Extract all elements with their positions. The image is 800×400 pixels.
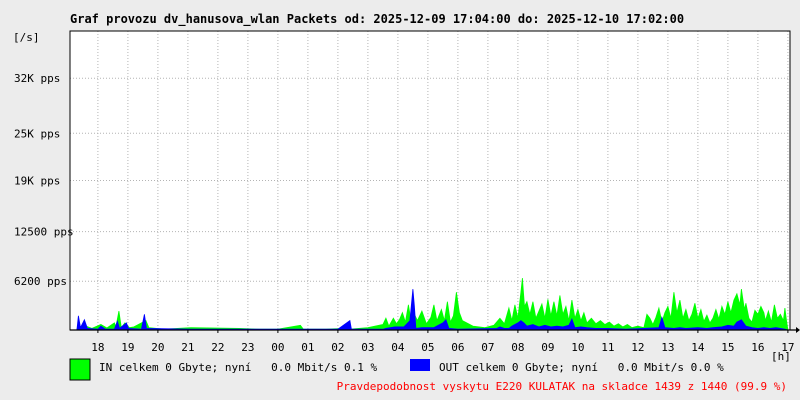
- x-tick-label: 15: [721, 341, 734, 354]
- x-tick-label: 09: [541, 341, 554, 354]
- x-tick-label: 19: [121, 341, 134, 354]
- x-tick-label: 16: [751, 341, 764, 354]
- x-axis-arrow: [796, 327, 800, 333]
- series-out-area: [76, 289, 789, 331]
- plot-frame: [69, 30, 800, 333]
- y-tick-labels: 6200 pps 12500 pps 19K pps 25K pps 32K pps: [14, 72, 74, 288]
- x-tick-label: 02: [331, 341, 344, 354]
- x-tick-label: 06: [451, 341, 464, 354]
- x-tick-label: 07: [481, 341, 494, 354]
- x-tick-label: 18: [91, 341, 104, 354]
- x-tick-label: 04: [391, 341, 405, 354]
- x-tick-label: 23: [241, 341, 254, 354]
- x-tick-label: 10: [571, 341, 584, 354]
- x-tick-labels: 18 19 20 21 22 23 00 01 02 03 04 05 06 07 08 09 10 11 12 13…: [91, 341, 794, 354]
- x-tick-label: 00: [271, 341, 284, 354]
- x-tick-label: 05: [421, 341, 434, 354]
- legend-out-swatch: [410, 359, 430, 371]
- x-tick-label: 14: [691, 341, 705, 354]
- legend-in-swatch: [69, 358, 91, 381]
- x-tick-label: 21: [181, 341, 194, 354]
- x-tick-label: 11: [601, 341, 614, 354]
- grid-lines: [70, 31, 790, 333]
- x-tick-label: 01: [301, 341, 314, 354]
- x-tick-label: 03: [361, 341, 374, 354]
- legend-in-text: IN celkem 0 Gbyte; nyní 0.0 Mbit/s 0.1 %: [99, 361, 378, 374]
- x-tick-label: 20: [151, 341, 164, 354]
- y-tick-label: 12500 pps: [14, 226, 74, 239]
- x-tick-label: 13: [661, 341, 674, 354]
- x-tick-label: 17: [781, 341, 794, 354]
- y-tick-label: 19K pps: [14, 175, 60, 188]
- series-layer: [76, 278, 789, 331]
- x-tick-label: 12: [631, 341, 644, 354]
- y-tick-label: 32K pps: [14, 72, 60, 85]
- x-tick-label: 22: [211, 341, 224, 354]
- y-axis-unit-label: [/s]: [13, 31, 40, 44]
- chart-title: Graf provozu dv_hanusova_wlan Packets od…: [70, 12, 684, 27]
- x-tick-label: 08: [511, 341, 524, 354]
- y-tick-label: 25K pps: [14, 127, 60, 140]
- x-axis-unit-label: [h]: [771, 350, 791, 363]
- footer-note: Pravdepodobnost vyskytu E220 KULATAK na …: [337, 380, 787, 393]
- legend-out-text: OUT celkem 0 Gbyte; nyní 0.0 Mbit/s 0.0 …: [439, 361, 724, 374]
- y-tick-label: 6200 pps: [14, 275, 67, 288]
